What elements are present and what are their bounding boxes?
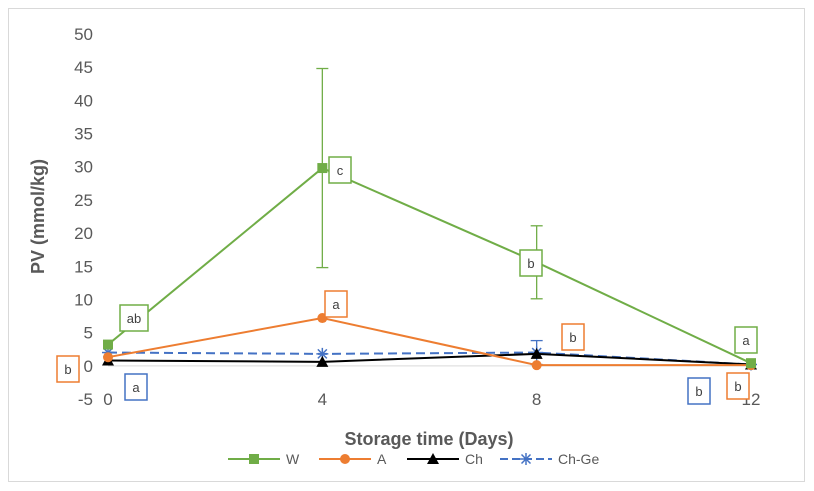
data-point (520, 453, 532, 465)
y-tick-label: 30 (74, 158, 93, 177)
x-tick-label: 0 (103, 390, 112, 409)
label-box (734, 326, 758, 354)
y-tick-label: 45 (74, 58, 93, 77)
data-point (530, 347, 543, 359)
legend-label: W (286, 451, 300, 467)
y-tick-label: 15 (74, 257, 93, 276)
chart-frame (8, 8, 805, 482)
data-point (316, 355, 329, 367)
data-point (531, 360, 542, 371)
label-box (124, 373, 148, 401)
data-point (316, 347, 329, 360)
label-text: a (742, 333, 750, 348)
y-tick-label: 40 (74, 91, 93, 110)
significance-label: a (124, 373, 148, 401)
legend-item-ch-ge: Ch-Ge (500, 451, 599, 467)
data-point (340, 454, 350, 464)
label-text: b (695, 384, 702, 399)
legend-label: A (377, 451, 387, 467)
label-box (56, 355, 80, 383)
x-tick-label: 8 (532, 390, 541, 409)
data-point (746, 358, 756, 369)
point-stroke (317, 348, 328, 359)
legend-item-w: W (228, 451, 300, 467)
y-tick-label: 25 (74, 191, 93, 210)
x-tick-label: 4 (318, 390, 327, 409)
series-line (107, 317, 751, 367)
label-text: ab (127, 311, 141, 326)
data-point (249, 454, 259, 464)
significance-label: a (324, 290, 348, 318)
x-axis-title: Storage time (Days) (344, 429, 513, 449)
legend-item-ch: Ch (407, 451, 483, 467)
label-text: b (569, 330, 576, 345)
y-tick-label: 20 (74, 224, 93, 243)
significance-label: b (561, 323, 585, 351)
significance-label: c (328, 156, 352, 184)
significance-label: a (734, 326, 758, 354)
series-line (107, 352, 752, 366)
label-box (687, 377, 711, 405)
data-point (427, 453, 439, 464)
data-point (103, 352, 113, 363)
label-box (726, 372, 750, 400)
y-tick-label: 5 (84, 324, 93, 343)
legend-label: Ch-Ge (558, 451, 599, 467)
label-box (519, 249, 543, 277)
y-tick-label: 0 (84, 357, 93, 376)
significance-label: b (687, 377, 711, 405)
label-text: b (527, 256, 534, 271)
label-text: c (337, 163, 344, 178)
significance-label: b (519, 249, 543, 277)
significance-label: b (56, 355, 80, 383)
significance-label: b (726, 372, 750, 400)
label-text: b (734, 379, 741, 394)
y-axis-title: PV (mmol/kg) (28, 159, 48, 274)
label-text: a (332, 297, 340, 312)
label-box (561, 323, 585, 351)
y-tick-label: 50 (74, 25, 93, 44)
y-tick-label: 35 (74, 125, 93, 144)
data-point (103, 339, 113, 350)
significance-label: ab (119, 304, 149, 332)
series-w (103, 67, 756, 369)
data-point (317, 163, 328, 174)
label-box (119, 304, 149, 332)
series-line (107, 166, 752, 365)
legend-label: Ch (465, 451, 483, 467)
label-box (328, 156, 352, 184)
point-stroke (520, 453, 532, 465)
y-tick-label: -5 (78, 390, 93, 409)
label-text: b (64, 362, 71, 377)
label-box (324, 290, 348, 318)
legend-item-a: A (319, 451, 387, 467)
label-text: a (132, 380, 140, 395)
y-tick-label: 10 (74, 290, 93, 309)
